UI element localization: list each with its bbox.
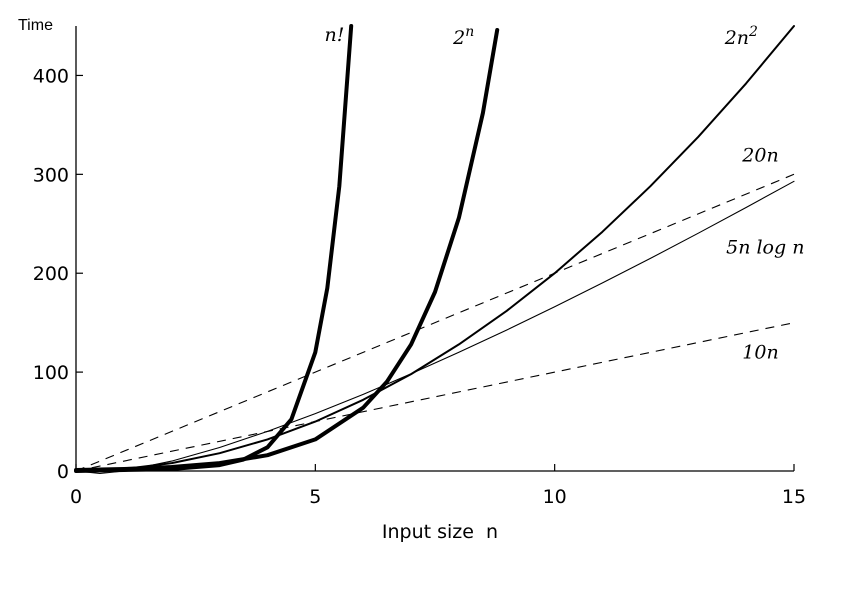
series-line-4 (75, 180, 795, 475)
series-line-5 (75, 322, 795, 472)
series-label-5: 10n (742, 341, 778, 363)
ticks: 0 5 10 15 0 100 200 300 400 (33, 65, 806, 508)
x-tick-label: 15 (782, 486, 806, 508)
series-label-2: 2n2 (724, 24, 758, 49)
series-label-superscript: n (465, 24, 474, 40)
y-tick-label: 0 (57, 461, 69, 483)
y-tick-label: 400 (33, 65, 69, 87)
x-tick-label: 10 (543, 486, 567, 508)
series-label-superscript: 2 (748, 24, 758, 40)
x-axis-label: Input size n (382, 521, 498, 543)
x-tick-label: 5 (309, 486, 321, 508)
series-label-4: 5n log n (726, 236, 804, 258)
series-line-2 (75, 25, 795, 472)
series-layer (74, 24, 795, 475)
y-tick-label: 100 (33, 362, 69, 384)
x-tick-label: 0 (70, 486, 82, 508)
axes (75, 26, 794, 472)
series-line-0 (74, 24, 354, 473)
y-tick-label: 200 (33, 263, 69, 285)
y-axis-label: Time (18, 17, 53, 34)
series-label-1: 2n (452, 24, 474, 49)
y-tick-label: 300 (33, 164, 69, 186)
series-label-0: n! (325, 24, 345, 46)
series-label-3: 20n (741, 144, 778, 166)
series-label-base: 2n (724, 27, 749, 49)
series-label-base: 2 (452, 27, 465, 49)
series-line-3 (75, 173, 795, 472)
series-line-1 (74, 28, 500, 472)
